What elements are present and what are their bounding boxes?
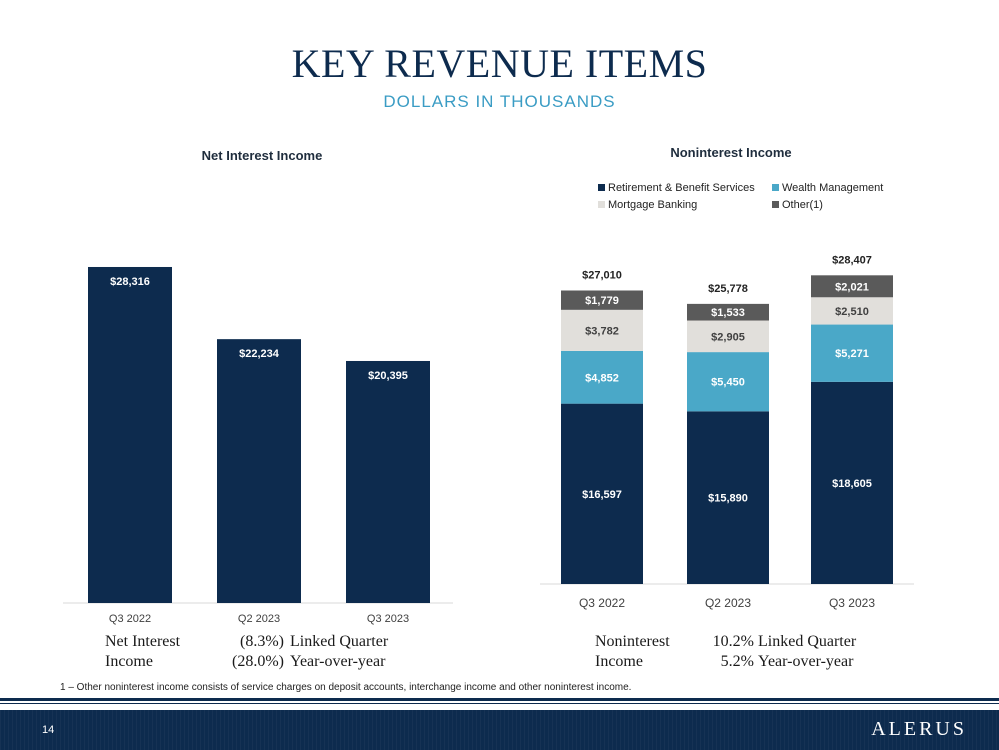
nii-stat-label: Net Interest Income bbox=[105, 632, 180, 672]
nonii-segment-label-0-0: $16,597 bbox=[582, 489, 622, 501]
nonii-total-label-1: $25,778 bbox=[708, 283, 748, 295]
nonii-segment-label-1-2: $2,905 bbox=[711, 331, 745, 343]
legend-swatch-3 bbox=[772, 201, 779, 208]
nii-x-tick-2: Q3 2023 bbox=[367, 613, 409, 625]
nii-bar-2 bbox=[346, 360, 430, 603]
nonii-stat-values: 10.2% 5.2% bbox=[680, 632, 754, 672]
nii-x-tick-0: Q3 2022 bbox=[109, 613, 151, 625]
nii-chart-title: Net Interest Income bbox=[202, 148, 323, 163]
nonii-segment-1-0 bbox=[687, 411, 769, 584]
nonii-x-tick-2: Q3 2023 bbox=[829, 596, 875, 610]
page-number: 14 bbox=[42, 724, 55, 736]
nonii-yoy-text: Year-over-year bbox=[758, 653, 854, 670]
charts-canvas: Net Interest Income $28,316 Q3 2022 $22,234… bbox=[63, 145, 914, 625]
footer-divider-thin bbox=[0, 703, 999, 704]
nonii-segment-2-0 bbox=[811, 381, 893, 584]
nonii-segment-2-3 bbox=[811, 275, 893, 298]
nonii-segment-1-3 bbox=[687, 303, 769, 321]
nii-bar-1 bbox=[217, 339, 301, 603]
footnote: 1 – Other noninterest income consists of… bbox=[60, 682, 632, 693]
nonii-x-tick-0: Q3 2022 bbox=[579, 596, 625, 610]
nonii-segment-label-2-0: $18,605 bbox=[832, 478, 872, 490]
nonii-total-label-0: $27,010 bbox=[582, 269, 622, 281]
nonii-stat-label-line2: Income bbox=[595, 653, 643, 670]
nii-stat-label-line1: Net Interest bbox=[105, 633, 181, 650]
nii-bar-label-2: $20,395 bbox=[368, 370, 408, 382]
legend-swatch-0 bbox=[598, 184, 605, 191]
nonii-segment-label-0-1: $4,852 bbox=[585, 372, 619, 384]
nii-bar-label-0: $28,316 bbox=[110, 276, 150, 288]
nii-stat-values: (8.3%) (28.0%) bbox=[200, 632, 284, 672]
nonii-segment-label-0-3: $1,779 bbox=[585, 295, 619, 307]
nii-linked-value: (8.3%) bbox=[240, 633, 284, 650]
nonii-yoy-value: 5.2% bbox=[720, 653, 754, 670]
nonii-segment-1-1 bbox=[687, 352, 769, 412]
nonii-segment-2-1 bbox=[811, 324, 893, 382]
page-subtitle: DOLLARS IN THOUSANDS bbox=[383, 92, 616, 111]
nonii-segment-0-3 bbox=[561, 290, 643, 310]
nonii-stat-texts: Linked Quarter Year-over-year bbox=[758, 632, 856, 672]
legend-swatch-2 bbox=[598, 201, 605, 208]
legend-label-2: Mortgage Banking bbox=[608, 199, 697, 211]
nii-x-tick-1: Q2 2023 bbox=[238, 613, 280, 625]
page-title: KEY REVENUE ITEMS bbox=[291, 41, 708, 86]
nonii-linked-text: Linked Quarter bbox=[758, 633, 857, 650]
nonii-segment-label-2-3: $2,021 bbox=[835, 281, 869, 293]
nonii-segment-0-2 bbox=[561, 309, 643, 351]
nii-yoy-text: Year-over-year bbox=[290, 653, 386, 670]
nonii-stat-label-line1: Noninterest bbox=[595, 633, 670, 650]
nonii-total-label-2: $28,407 bbox=[832, 254, 872, 266]
nonii-x-tick-1: Q2 2023 bbox=[705, 596, 751, 610]
legend-swatch-1 bbox=[772, 184, 779, 191]
legend-label-0: Retirement & Benefit Services bbox=[608, 182, 755, 194]
legend-label-3: Other(1) bbox=[782, 199, 823, 211]
nonii-chart-title: Noninterest Income bbox=[670, 145, 791, 160]
nonii-linked-value: 10.2% bbox=[712, 633, 754, 650]
nonii-segment-0-1 bbox=[561, 350, 643, 404]
nii-linked-text: Linked Quarter bbox=[290, 633, 389, 650]
nonii-stat-label: Noninterest Income bbox=[595, 632, 670, 672]
alerus-logo: ALERUS bbox=[871, 718, 967, 740]
nii-stat-texts: Linked Quarter Year-over-year bbox=[290, 632, 388, 672]
nii-stat-label-line2: Income bbox=[105, 653, 153, 670]
nonii-segment-2-2 bbox=[811, 297, 893, 325]
nonii-segment-label-0-2: $3,782 bbox=[585, 325, 619, 337]
nii-yoy-value: (28.0%) bbox=[232, 653, 284, 670]
legend-label-1: Wealth Management bbox=[782, 182, 883, 194]
nii-bar-0 bbox=[88, 266, 172, 603]
footer-bar: 14 ALERUS bbox=[0, 710, 999, 750]
nonii-segment-label-1-3: $1,533 bbox=[711, 307, 745, 319]
footer-divider bbox=[0, 698, 999, 701]
nonii-segment-0-0 bbox=[561, 403, 643, 584]
nonii-segment-label-2-2: $2,510 bbox=[835, 306, 869, 318]
nonii-segment-label-1-1: $5,450 bbox=[711, 377, 745, 389]
nonii-segment-label-1-0: $15,890 bbox=[708, 493, 748, 505]
nonii-segment-label-2-1: $5,271 bbox=[835, 348, 869, 360]
nii-bar-label-1: $22,234 bbox=[239, 348, 280, 360]
nonii-segment-1-2 bbox=[687, 320, 769, 353]
